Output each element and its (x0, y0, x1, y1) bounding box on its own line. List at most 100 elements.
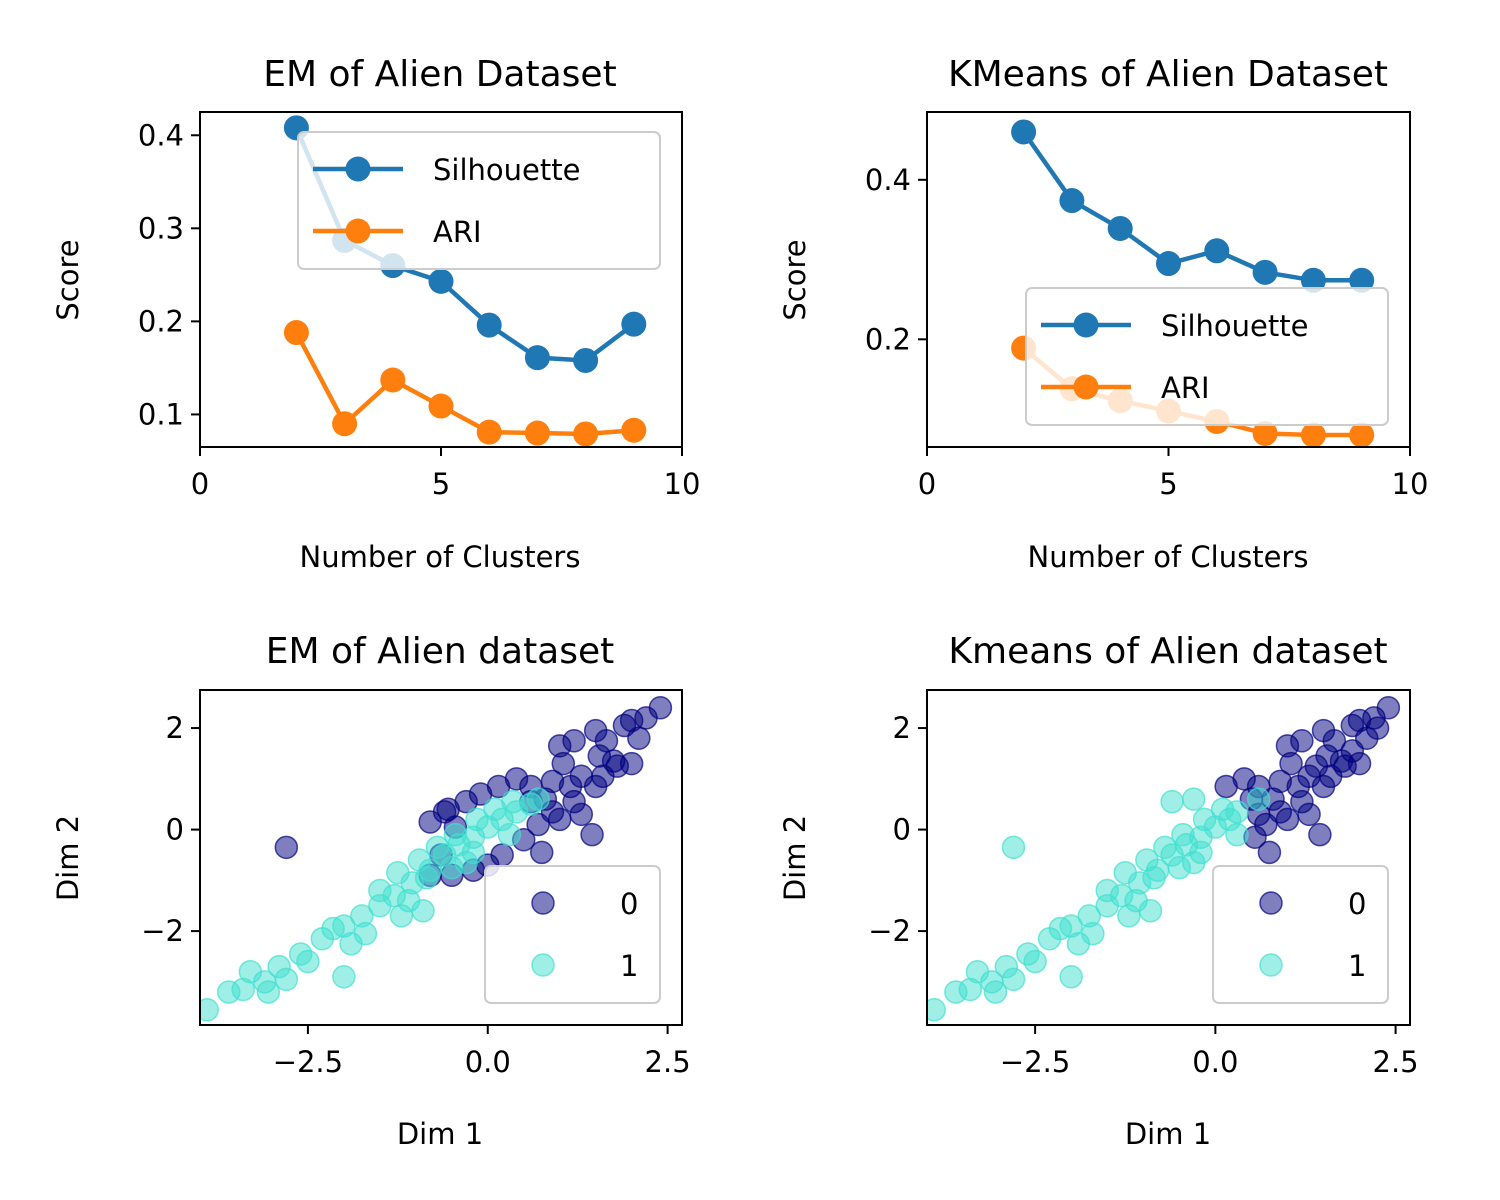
panel-em-scores: EM of Alien Dataset Number of Clusters S… (51, 54, 700, 574)
scatter-point (627, 726, 651, 750)
scatter-point (526, 787, 550, 811)
scatter-point (368, 878, 392, 903)
scatter-point (256, 980, 281, 1004)
scatter-point (983, 980, 1008, 1004)
data-point-silhouette (428, 268, 454, 294)
scatter-point (1308, 822, 1332, 847)
legend-label: 0 (620, 887, 638, 921)
y-axis-label: Dim 2 (778, 815, 812, 901)
data-point-silhouette (524, 345, 550, 371)
plot-area: 0 5 10 0.1 0.2 0.3 0.4 Silhouette ARI (138, 111, 701, 501)
scatter-point (1257, 840, 1282, 865)
data-point-silhouette (1204, 238, 1230, 264)
y-tick-label: −2 (868, 914, 911, 948)
legend-marker (1073, 312, 1099, 338)
y-tick-label: 2 (166, 711, 184, 745)
scatter-point (1001, 835, 1026, 860)
legend: 01 (484, 865, 661, 1004)
data-point-silhouette (1349, 267, 1375, 293)
data-point-ari (524, 420, 550, 446)
data-point-ari (1252, 420, 1278, 446)
legend-label: Silhouette (1161, 309, 1308, 343)
scatter-point (200, 998, 219, 1022)
scatter-point (1189, 840, 1213, 865)
scatter-point (1153, 835, 1177, 860)
legend-label: ARI (433, 215, 482, 249)
scatter-point (547, 807, 572, 832)
scatter-point (605, 754, 630, 778)
x-tick-label: −2.5 (273, 1045, 343, 1079)
x-axis-label: Number of Clusters (1028, 540, 1309, 574)
legend-marker (345, 156, 371, 182)
panel-kmeans-scatter: Kmeans of Alien dataset Dim 1 Dim 2 −2.5… (778, 631, 1419, 1151)
legend: Silhouette ARI (297, 131, 661, 270)
x-tick-label: 0.0 (465, 1045, 511, 1079)
legend-marker (1259, 953, 1283, 977)
scatter-point (558, 774, 583, 799)
x-tick-label: 0 (918, 467, 936, 501)
scatter-series-1 (927, 787, 1271, 1022)
legend-box (1212, 865, 1389, 1004)
scatter-point (1095, 878, 1119, 903)
scatter-point (529, 840, 554, 865)
data-point-ari (1300, 422, 1326, 447)
scatter-point (551, 751, 576, 776)
data-point-silhouette (1107, 215, 1133, 241)
scatter-point (465, 807, 489, 832)
data-point-silhouette (573, 347, 599, 373)
scatter-point (461, 840, 486, 865)
scatter-point (296, 949, 320, 974)
scatter-point (407, 848, 432, 872)
x-tick-label: 10 (1392, 467, 1429, 501)
y-axis-label: Dim 2 (51, 815, 85, 901)
scatter-point (1181, 787, 1206, 811)
y-tick-label: 0.1 (138, 397, 184, 431)
legend-marker (531, 891, 555, 915)
scatter-point (1214, 774, 1238, 799)
x-tick-label: 0.0 (1192, 1045, 1238, 1079)
chart-title: KMeans of Alien Dataset (948, 54, 1388, 95)
legend-marker (1073, 374, 1099, 400)
x-axis-label: Dim 1 (397, 1117, 483, 1151)
legend-marker (1259, 891, 1283, 915)
scatter-point (1279, 751, 1303, 776)
scatter-point (274, 835, 299, 860)
legend-label: ARI (1161, 371, 1210, 405)
scatter-point (1340, 739, 1365, 763)
scatter-point (1297, 802, 1321, 827)
x-axis-label: Dim 1 (1125, 1117, 1211, 1151)
data-point-ari (573, 421, 599, 447)
chart-title: EM of Alien dataset (266, 631, 615, 672)
scatter-point (1001, 967, 1026, 992)
axes-frame (199, 689, 683, 1026)
scatter-point (569, 802, 594, 827)
legend: Silhouette ARI (1025, 287, 1389, 426)
scatter-point (231, 977, 255, 1002)
scatter-point (1192, 807, 1217, 832)
data-point-silhouette (1059, 188, 1085, 214)
scatter-point (958, 977, 983, 1002)
data-point-silhouette (1156, 251, 1181, 277)
x-tick-label: 10 (664, 467, 701, 501)
scatter-series-1 (200, 787, 550, 1022)
data-point-ari (332, 411, 358, 437)
x-tick-label: −2.5 (1000, 1045, 1070, 1079)
y-tick-label: 0.3 (138, 211, 184, 245)
scatter-point (339, 932, 363, 956)
data-point-silhouette (1011, 119, 1037, 145)
x-tick-label: 2.5 (1373, 1045, 1419, 1079)
data-point-ari (621, 417, 647, 443)
scatter-point (580, 822, 604, 847)
scatter-point (526, 812, 550, 837)
scatter-point (425, 835, 450, 860)
scatter-point (1160, 789, 1184, 814)
scatter-point (1286, 774, 1311, 799)
legend: 01 (1212, 865, 1389, 1004)
legend-label: 1 (1348, 949, 1366, 983)
legend-label: 1 (620, 949, 638, 983)
y-tick-label: 0 (893, 813, 911, 847)
plot-area: 0 5 10 0.2 0.4 Silhouette ARI (865, 111, 1429, 501)
scatter-point (1059, 965, 1083, 989)
